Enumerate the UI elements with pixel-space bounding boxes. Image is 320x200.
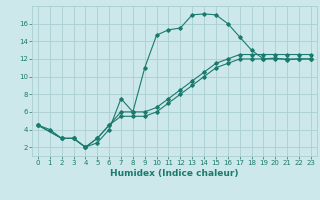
- X-axis label: Humidex (Indice chaleur): Humidex (Indice chaleur): [110, 169, 239, 178]
